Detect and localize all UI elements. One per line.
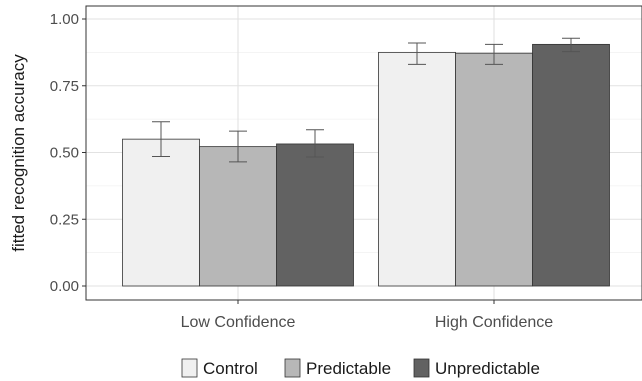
bar-unpredictable-1	[532, 43, 610, 287]
bars	[122, 43, 610, 287]
legend-swatch	[413, 358, 430, 378]
y-tick-label: 1.00	[50, 11, 79, 28]
legend-item-predictable: Predictable	[284, 358, 391, 378]
bar-predictable-0	[199, 146, 277, 287]
error-bars	[152, 37, 580, 163]
error-bar	[485, 43, 503, 65]
bar-control-1	[378, 51, 456, 287]
legend-label: Control	[203, 359, 258, 378]
y-tick-label: 0.25	[50, 211, 79, 228]
error-bar	[306, 129, 324, 158]
error-bar	[229, 130, 247, 163]
legend: Control Predictable Unpredictable	[181, 358, 540, 378]
bar-unpredictable-0	[276, 143, 354, 287]
bar-control-0	[122, 138, 200, 287]
y-axis-label: fitted recognition accuracy	[9, 54, 28, 252]
error-bar	[408, 42, 426, 65]
legend-label: Unpredictable	[435, 359, 540, 378]
y-tick-label: 0.75	[50, 78, 79, 95]
legend-swatch	[181, 358, 198, 378]
bar-predictable-1	[455, 52, 533, 287]
legend-swatch	[284, 358, 301, 378]
x-axis: Low Confidence High Confidence	[181, 300, 553, 331]
legend-item-control: Control	[181, 358, 258, 378]
x-tick-label: High Confidence	[435, 314, 553, 331]
y-axis: 0.00 0.25 0.50 0.75 1.00	[50, 11, 86, 295]
error-bar	[152, 121, 170, 158]
x-tick-label: Low Confidence	[181, 314, 296, 331]
legend-label: Predictable	[306, 359, 391, 378]
y-tick-label: 0.00	[50, 278, 79, 295]
error-bar	[562, 37, 580, 53]
legend-item-unpredictable: Unpredictable	[413, 358, 540, 378]
y-tick-label: 0.50	[50, 145, 79, 162]
